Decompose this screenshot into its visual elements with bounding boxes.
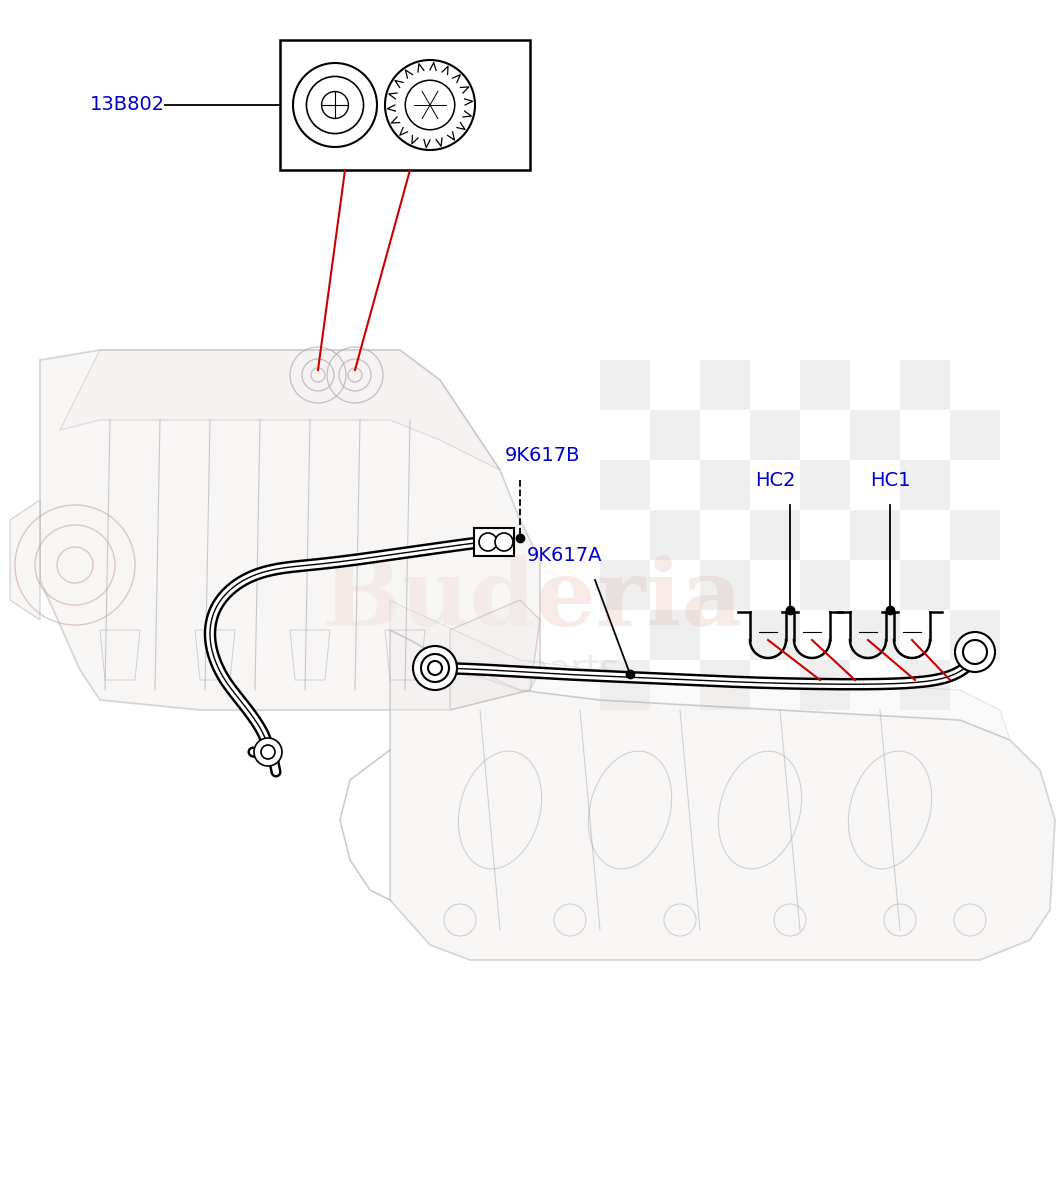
Bar [701,460,750,510]
Bar [750,610,800,660]
Bar [850,410,900,460]
Bar [950,610,1000,660]
Bar [800,360,850,410]
Bar [950,410,1000,460]
Bar [800,660,850,710]
Bar [649,610,701,660]
Polygon shape [40,350,540,710]
Circle shape [428,661,442,674]
Bar [900,560,950,610]
Bar [850,610,900,660]
Bar [649,510,701,560]
Circle shape [495,533,513,551]
Bar [950,510,1000,560]
Bar [600,360,649,410]
Bar [280,40,530,170]
Text: HC2: HC2 [755,470,795,490]
Text: 9K617A: 9K617A [527,546,603,565]
Polygon shape [390,630,1054,960]
Bar [900,660,950,710]
Bar [900,460,950,510]
Bar [850,510,900,560]
Bar [600,660,649,710]
Bar [701,660,750,710]
Bar [701,560,750,610]
Bar [600,460,649,510]
Circle shape [479,533,497,551]
Bar [701,360,750,410]
Text: 9K617B: 9K617B [505,446,580,464]
Bar [474,528,514,556]
Polygon shape [10,500,40,620]
Circle shape [414,646,457,690]
Bar [800,460,850,510]
Bar [750,510,800,560]
Bar [900,360,950,410]
Text: HC1: HC1 [870,470,911,490]
Polygon shape [60,350,500,470]
Bar [649,410,701,460]
Text: car  parts: car parts [445,653,619,686]
Circle shape [963,640,988,664]
Polygon shape [390,600,1010,740]
Text: Buderia: Buderia [321,554,743,646]
Circle shape [261,745,275,758]
Circle shape [421,654,449,682]
Bar [800,560,850,610]
Circle shape [254,738,282,766]
Bar [600,560,649,610]
Bar [750,410,800,460]
Circle shape [955,632,995,672]
Text: 13B802: 13B802 [90,96,165,114]
Polygon shape [450,600,540,710]
